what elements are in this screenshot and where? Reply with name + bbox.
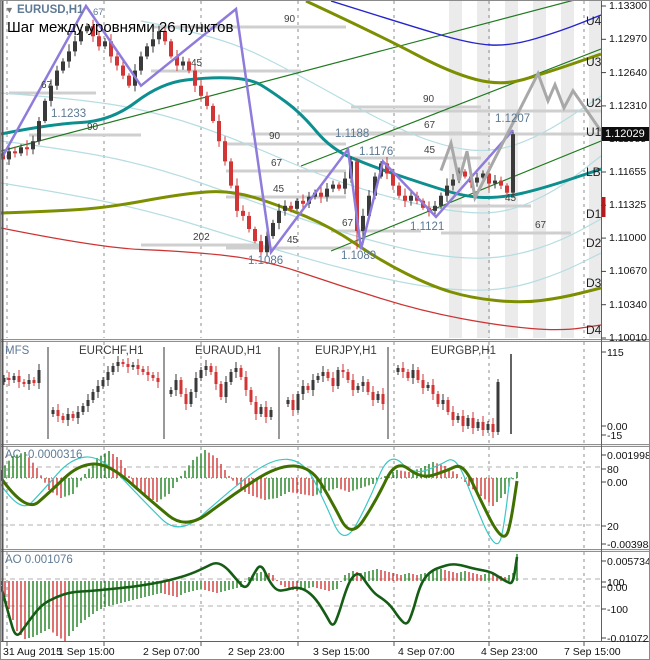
mfs-panel-title: MFS (5, 345, 30, 357)
chart-symbol-title: EURUSD,H1 (17, 4, 84, 16)
mfs-symbol-eurjpy: EURJPY,H1 (315, 345, 377, 357)
price-scale[interactable] (601, 1, 649, 641)
mfs-symbol-eurgbp: EURGBP,H1 (431, 345, 496, 357)
current-price-badge: 1.12029 (602, 127, 649, 141)
chart-annotation: Шаг между уровнями 26 пунктов (7, 19, 234, 36)
chart-symbol-superscript: 67 (93, 7, 104, 18)
mfs-symbol-eurchf: EURCHF,H1 (79, 345, 144, 357)
ao-panel-title: AO 0.001076 (5, 554, 73, 566)
mfs-symbol-euraud: EURAUD,H1 (195, 345, 262, 357)
main-chart-panel[interactable] (1, 1, 601, 338)
ao-indicator-panel[interactable] (1, 552, 601, 641)
time-axis[interactable] (1, 641, 649, 659)
mfs-indicator-panel[interactable] (1, 342, 601, 443)
collapse-icon[interactable]: ▼ (5, 5, 14, 15)
ac-indicator-panel[interactable] (1, 447, 601, 548)
ac-panel-title: AC -0.0000316 (5, 449, 83, 461)
